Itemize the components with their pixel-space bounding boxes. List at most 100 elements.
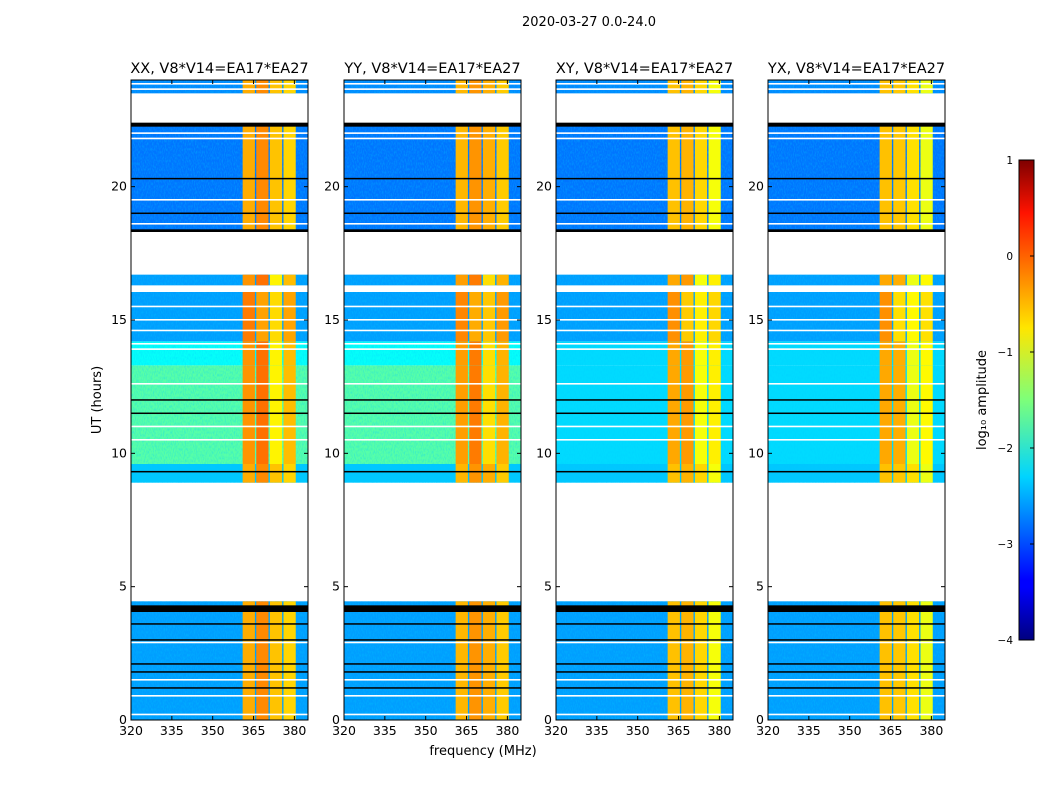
band-cell: [269, 341, 283, 366]
blank-row: [556, 383, 733, 385]
band-cell: [269, 601, 283, 720]
flagged-row: [768, 671, 945, 673]
flagged-row: [556, 399, 733, 401]
band-cell: [879, 292, 892, 342]
band-cell: [242, 601, 255, 720]
blank-row: [131, 641, 308, 644]
band-cell: [256, 80, 269, 94]
panel-title: XX, V8*V14=EA17*EA27: [130, 61, 308, 77]
blank-row: [556, 83, 733, 85]
band-cell: [469, 274, 482, 286]
band-cell: [496, 464, 509, 483]
band-cell: [893, 601, 906, 720]
band-cell: [667, 464, 680, 483]
blank-row: [556, 132, 733, 134]
blank-row: [131, 679, 308, 681]
band-cell: [681, 274, 694, 286]
x-tick-label: 365: [879, 723, 903, 738]
blank-row: [344, 329, 521, 332]
blank-row: [768, 305, 945, 308]
band-cell: [256, 601, 269, 720]
y-tick-label: 5: [544, 579, 552, 594]
blank-row: [344, 137, 521, 140]
colorbar-gradient: [1018, 159, 1035, 641]
blank-row: [344, 425, 521, 428]
blank-row: [556, 695, 733, 697]
flagged-row: [131, 605, 308, 612]
blank-row: [556, 439, 733, 441]
y-tick-label: 5: [119, 579, 127, 594]
panel-0: XX, V8*V14=EA17*EA27 320 335 350 365 380 0 5 10 1…: [111, 61, 309, 738]
band-cell: [455, 365, 468, 464]
colorbar: log₁₀ amplitude 1 0 −1 −2 −3 −4: [975, 155, 1035, 647]
band-cell: [879, 274, 892, 286]
band-cell: [708, 341, 721, 366]
blank-row: [131, 348, 308, 350]
band-cell: [269, 80, 283, 94]
band-cell: [283, 341, 296, 366]
blank-row: [131, 83, 308, 85]
blank-row: [556, 305, 733, 308]
colorbar-label: log₁₀ amplitude: [975, 350, 990, 450]
blank-row: [344, 695, 521, 697]
blank-row: [556, 199, 733, 201]
band-cell: [242, 292, 255, 342]
flagged-row: [131, 399, 308, 401]
flagged-row: [556, 412, 733, 415]
blank-row: [768, 695, 945, 697]
band-cell: [256, 292, 269, 342]
band-cell: [256, 341, 269, 366]
y-tick-label: 10: [324, 445, 340, 460]
blank-row: [344, 319, 521, 321]
blank-row: [344, 679, 521, 681]
blank-row: [131, 223, 308, 225]
band-cell: [667, 274, 680, 286]
colorbar-tick-label: −2: [998, 443, 1013, 455]
band-cell: [482, 365, 496, 464]
blank-row: [556, 329, 733, 332]
blank-row: [131, 137, 308, 140]
band-cell: [708, 464, 721, 483]
x-tick-label: 365: [242, 723, 266, 738]
band-cell: [455, 601, 468, 720]
blank-row: [344, 641, 521, 644]
y-tick-label: 0: [119, 712, 127, 727]
y-tick-label: 0: [544, 712, 552, 727]
blank-row: [344, 132, 521, 134]
flagged-row: [344, 212, 521, 215]
blank-row: [768, 329, 945, 332]
flagged-row: [344, 605, 521, 612]
flagged-row: [344, 687, 521, 689]
band-cell: [879, 601, 892, 720]
blank-row: [344, 223, 521, 225]
x-tick-label: 365: [667, 723, 691, 738]
flagged-row: [131, 229, 308, 232]
flagged-row: [131, 687, 308, 689]
flagged-row: [768, 212, 945, 215]
band-cell: [906, 341, 920, 366]
band-cell: [893, 365, 906, 464]
band-cell: [879, 365, 892, 464]
flagged-row: [556, 671, 733, 673]
blank-row: [344, 305, 521, 308]
band-cell: [256, 464, 269, 483]
flagged-row: [131, 212, 308, 215]
panel-title: XY, V8*V14=EA17*EA27: [556, 61, 733, 77]
blank-row: [556, 425, 733, 428]
flagged-row: [131, 177, 308, 180]
band-cell: [694, 601, 708, 720]
blank-row: [768, 199, 945, 201]
flagged-row: [344, 177, 521, 180]
band-cell: [920, 464, 933, 483]
flagged-row: [556, 177, 733, 180]
band-cell: [879, 464, 892, 483]
band-cell: [906, 80, 920, 94]
blank-row: [344, 343, 521, 345]
flagged-row: [768, 623, 945, 625]
band-cell: [906, 274, 920, 286]
band-cell: [496, 292, 509, 342]
x-tick-label: 350: [838, 723, 862, 738]
blank-row: [344, 199, 521, 201]
flagged-row: [344, 229, 521, 232]
blank-row: [768, 383, 945, 385]
